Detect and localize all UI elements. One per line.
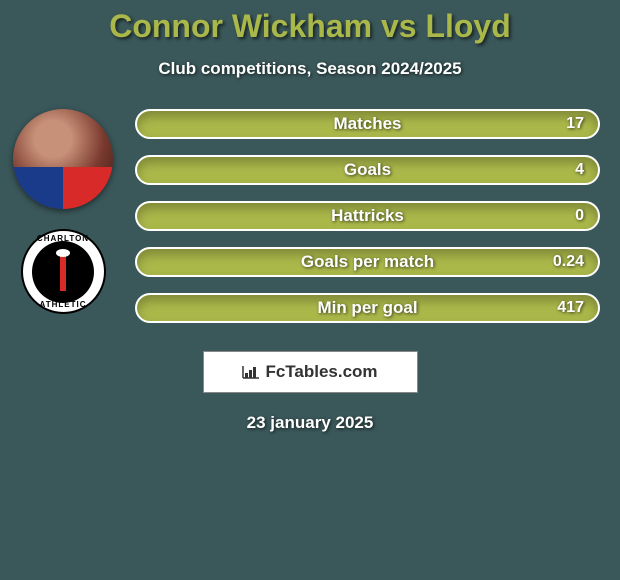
stat-label: Goals per match [301,252,434,272]
club-badge: CHARLTON ATHLETIC [21,229,106,314]
player-shirt [13,167,113,209]
stat-row: Goals 4 [135,155,600,185]
source-logo-text: FcTables.com [265,362,377,382]
stat-label: Hattricks [331,206,404,226]
stat-value: 17 [566,115,584,133]
stat-label: Min per goal [317,298,417,318]
subtitle: Club competitions, Season 2024/2025 [0,59,620,79]
stat-row: Goals per match 0.24 [135,247,600,277]
stat-label: Matches [333,114,401,134]
stat-row: Matches 17 [135,109,600,139]
stat-row: Hattricks 0 [135,201,600,231]
stat-label: Goals [344,160,391,180]
stat-pill: Goals 4 [135,155,600,185]
stat-value: 417 [557,299,584,317]
stats-bars: Matches 17 Goals 4 Hattricks 0 Goals per match… [135,109,600,323]
stat-row: Min per goal 417 [135,293,600,323]
page-title: Connor Wickham vs Lloyd [0,0,620,45]
content-area: CHARLTON ATHLETIC Matches 17 Goals 4 Hattric… [0,109,620,323]
stat-pill: Hattricks 0 [135,201,600,231]
date-text: 23 january 2025 [0,413,620,433]
stat-value: 4 [575,161,584,179]
stat-value: 0.24 [553,253,584,271]
club-badge-inner [32,241,94,303]
comparison-card: Connor Wickham vs Lloyd Club competition… [0,0,620,580]
stat-pill: Matches 17 [135,109,600,139]
stat-pill: Goals per match 0.24 [135,247,600,277]
stat-value: 0 [575,207,584,225]
sword-icon [60,253,66,291]
stat-pill: Min per goal 417 [135,293,600,323]
club-badge-bottom-text: ATHLETIC [23,300,104,309]
player-avatar [13,109,113,209]
bar-chart-icon [242,365,260,379]
source-logo-box: FcTables.com [203,351,418,393]
left-column: CHARLTON ATHLETIC [8,109,118,314]
